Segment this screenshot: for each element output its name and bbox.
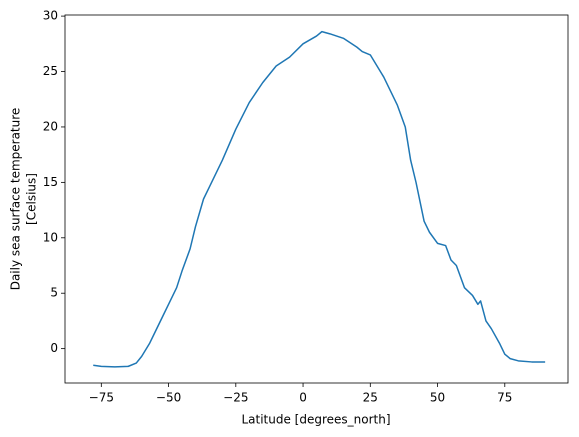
y-axis-label: Daily sea surface temperature: [9, 108, 23, 291]
y-tick-label: 15: [43, 175, 58, 189]
x-axis-label: Latitude [degrees_north]: [241, 413, 390, 427]
x-tick-label: −50: [156, 391, 181, 405]
x-tick-label: 75: [497, 391, 512, 405]
data-line: [93, 30, 546, 368]
y-tick-label: 30: [43, 9, 58, 23]
y-tick-label: 10: [43, 230, 58, 244]
y-axis-label: [Celsius]: [25, 173, 39, 225]
y-tick-label: 25: [43, 64, 58, 78]
y-tick-label: 5: [50, 286, 58, 300]
x-tick-label: −75: [89, 391, 114, 405]
x-tick-label: 0: [299, 391, 307, 405]
x-tick-label: −25: [223, 391, 248, 405]
x-tick-label: 50: [430, 391, 445, 405]
x-tick-label: 25: [363, 391, 378, 405]
y-tick-label: 0: [50, 341, 58, 355]
axes-frame: [64, 14, 569, 384]
y-tick-label: 20: [43, 119, 58, 133]
